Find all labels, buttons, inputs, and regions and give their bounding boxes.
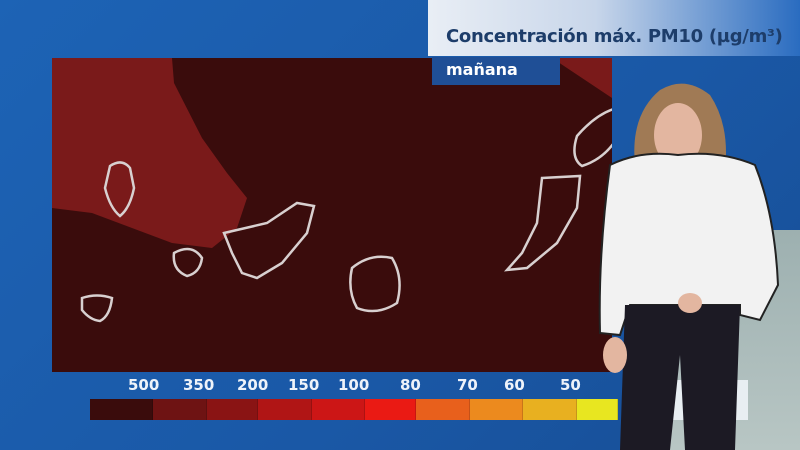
legend-labels: 500 350 200 150 100 80 70 60 50 (0, 376, 800, 398)
title-banner (428, 0, 800, 56)
legend-swatch (416, 399, 470, 420)
legend-label: 50 (560, 376, 581, 394)
island-la-palma (103, 161, 136, 218)
legend-label: 150 (288, 376, 320, 394)
legend-label: 350 (183, 376, 215, 394)
dust-plume-ne (552, 58, 612, 98)
color-scale-bar (90, 399, 618, 420)
island-gran-canaria (349, 255, 401, 313)
island-la-gomera (172, 247, 204, 278)
map-title: Concentración máx. PM10 (µg/m³) (446, 26, 783, 47)
legend-label: 100 (338, 376, 370, 394)
legend-swatch (90, 399, 153, 420)
island-el-hierro (80, 294, 114, 323)
legend-label: 60 (504, 376, 525, 394)
island-tenerife (222, 201, 316, 280)
dust-plume-area (52, 58, 247, 248)
legend-swatch (577, 399, 618, 420)
legend-swatch (365, 399, 416, 420)
legend-label: 80 (400, 376, 421, 394)
legend-swatch (153, 399, 207, 420)
subtitle-banner (432, 57, 560, 85)
legend-swatch (470, 399, 523, 420)
legend-label: 70 (457, 376, 478, 394)
island-fuerteventura (503, 174, 582, 272)
pm10-map (52, 58, 612, 372)
legend-swatch (312, 399, 365, 420)
legend-label: 200 (237, 376, 269, 394)
legend-swatch (523, 399, 577, 420)
legend-swatch (207, 399, 258, 420)
legend-label: 500 (128, 376, 160, 394)
island-lanzarote (573, 108, 612, 168)
map-subtitle: mañana (446, 60, 518, 79)
weather-presenter (598, 83, 780, 450)
legend-swatch (258, 399, 312, 420)
